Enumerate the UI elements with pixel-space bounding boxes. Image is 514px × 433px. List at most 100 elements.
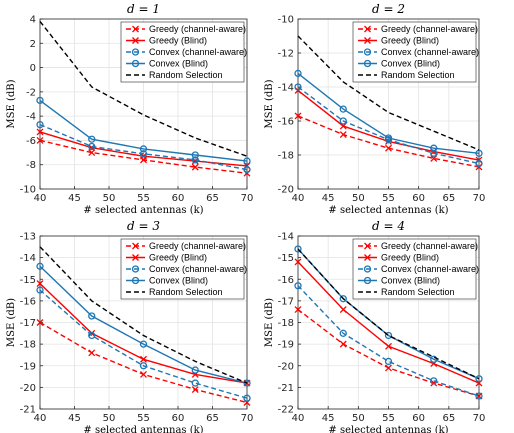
series-line <box>297 248 480 380</box>
x-tick-label: 55 <box>137 413 150 424</box>
x-tick-label: 70 <box>473 413 486 424</box>
data-point <box>430 144 438 152</box>
x-tick-label: 50 <box>103 413 116 424</box>
chart-title: d = 4 <box>372 219 405 233</box>
x-tick-label: 45 <box>68 193 81 204</box>
data-point <box>88 312 96 320</box>
data-point <box>191 156 199 164</box>
data-point <box>243 394 251 402</box>
data-point <box>294 69 302 78</box>
chart-title: d = 2 <box>372 2 405 16</box>
legend-entry: Random Selection <box>358 287 455 297</box>
legend-entry: Random Selection <box>126 287 223 297</box>
x-tick-label: 60 <box>412 193 425 204</box>
legend-label: Greedy (channel-aware) <box>381 241 478 251</box>
legend: Greedy (channel-aware)Greedy (Blind)Conv… <box>120 21 247 83</box>
legend-box <box>120 238 245 300</box>
x-tick-label: 65 <box>442 193 455 204</box>
series-line <box>39 20 248 157</box>
chart-panel-4: 40 45 50 55 60 65 70 -22 -21 -20 -19 -18 -17 -16 -15 -1… <box>264 219 485 433</box>
y-tick-label: -4 <box>26 112 36 123</box>
y-axis-label: MSE (dB) <box>264 79 275 128</box>
x-tick-label: 55 <box>382 193 395 204</box>
data-point <box>339 306 347 313</box>
x-axis-label: # selected antennas (k) <box>83 205 203 216</box>
x-tick-label: 55 <box>137 193 150 204</box>
legend-marker <box>131 48 140 56</box>
legend-marker <box>132 37 139 44</box>
data-point <box>294 83 302 91</box>
y-tick-label: -16 <box>278 275 294 286</box>
legend-label: Convex (channel-aware) <box>381 264 479 274</box>
legend-box <box>352 238 477 300</box>
legend-label: Convex (Blind) <box>381 59 440 69</box>
legend-entry: Greedy (channel-aware) <box>358 24 478 34</box>
legend-entry: Convex (Blind) <box>358 276 440 286</box>
legend-label: Convex (Blind) <box>381 276 440 286</box>
legend-label: Random Selection <box>149 70 223 80</box>
series-2 <box>294 258 483 387</box>
data-point <box>384 134 393 142</box>
data-point <box>36 136 44 144</box>
series-line <box>297 72 480 154</box>
legend-label: Random Selection <box>149 287 223 297</box>
data-point <box>36 319 44 326</box>
x-tick-label: 65 <box>206 413 219 424</box>
data-point <box>339 329 347 337</box>
y-axis-label: MSE (dB) <box>6 298 17 347</box>
legend-label: Greedy (channel-aware) <box>381 24 478 34</box>
y-tick-label: -14 <box>278 83 294 94</box>
x-tick-label: 70 <box>241 193 254 204</box>
x-axis-label: # selected antennas (k) <box>83 425 203 433</box>
data-point <box>430 154 438 162</box>
y-tick-label: -16 <box>278 117 294 128</box>
data-point <box>88 329 96 337</box>
x-tick-label: 45 <box>68 413 81 424</box>
series-3 <box>36 120 251 174</box>
data-point <box>384 331 393 340</box>
data-point <box>294 258 302 266</box>
x-tick-label: 40 <box>292 193 305 204</box>
legend-label: Greedy (Blind) <box>381 36 439 46</box>
data-point <box>139 145 148 153</box>
legend: Greedy (channel-aware)Greedy (Blind)Conv… <box>120 238 247 300</box>
legend-label: Convex (channel-aware) <box>149 47 247 57</box>
legend-entry: Convex (Blind) <box>126 276 208 286</box>
data-point <box>385 144 392 152</box>
data-point <box>191 163 199 171</box>
legend-marker <box>131 276 140 285</box>
y-tick-label: -21 <box>20 405 36 416</box>
data-point <box>243 157 251 165</box>
data-point <box>339 340 347 348</box>
x-tick-label: 45 <box>322 193 335 204</box>
data-point <box>88 144 96 152</box>
data-point <box>475 159 483 168</box>
legend-marker <box>131 265 140 273</box>
data-point <box>384 357 393 366</box>
y-tick-label: -19 <box>278 340 294 351</box>
y-tick-label: -18 <box>278 151 294 162</box>
x-tick-label: 40 <box>34 193 47 204</box>
series-line <box>39 289 248 399</box>
y-tick-label: -16 <box>20 296 36 307</box>
chart-panel-3: 40 45 50 55 60 65 70 -21 -20 -19 -18 -17 -16 -15 -14 -1… <box>6 219 253 433</box>
y-tick-label: -18 <box>278 318 294 329</box>
y-axis-label: MSE (dB) <box>264 298 275 347</box>
data-point <box>294 282 302 290</box>
y-tick-label: 0 <box>30 63 36 74</box>
data-point <box>191 151 199 159</box>
legend-label: Random Selection <box>381 287 455 297</box>
y-axis-label: MSE (dB) <box>6 79 17 128</box>
legend-entry: Greedy (Blind) <box>358 36 439 46</box>
x-tick-label: 45 <box>322 413 335 424</box>
legend-label: Convex (Blind) <box>149 59 208 69</box>
legend-marker <box>132 254 139 261</box>
data-point <box>339 131 347 139</box>
y-tick-label: -12 <box>278 49 294 60</box>
legend-entry: Greedy (Blind) <box>358 253 439 263</box>
data-point <box>36 128 44 136</box>
legend-entry: Convex (channel-aware) <box>126 264 247 274</box>
x-tick-label: 55 <box>382 413 395 424</box>
data-point <box>243 165 251 174</box>
data-point <box>243 379 251 387</box>
